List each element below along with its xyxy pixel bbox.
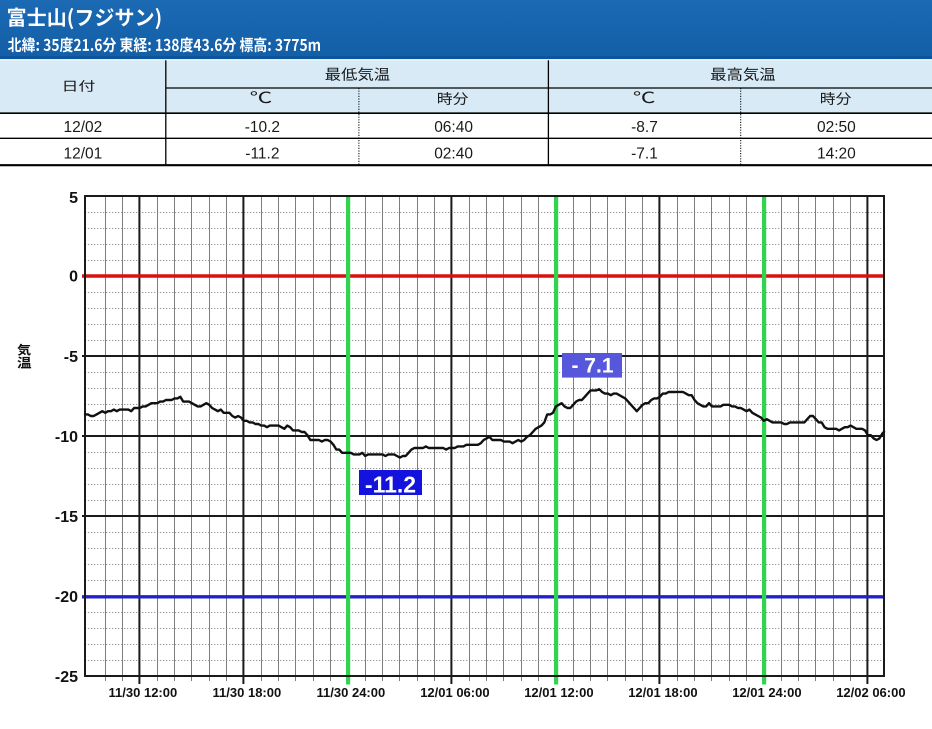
svg-text:-10: -10	[55, 429, 78, 446]
svg-text:12/01: 12/01	[64, 145, 103, 162]
svg-text:-5: -5	[64, 349, 78, 366]
svg-text:-20: -20	[55, 589, 78, 606]
svg-text:0: 0	[69, 268, 78, 285]
svg-text:-8.7: -8.7	[631, 119, 658, 136]
svg-text:02:50: 02:50	[817, 119, 856, 136]
svg-text:12/01 18:00: 12/01 18:00	[628, 685, 697, 700]
svg-text:-11.2: -11.2	[365, 471, 416, 497]
svg-text:-11.2: -11.2	[245, 145, 279, 162]
svg-text:11/30 24:00: 11/30 24:00	[317, 685, 386, 700]
svg-text:12/02 06:00: 12/02 06:00	[836, 685, 905, 700]
svg-text:12/01 24:00: 12/01 24:00	[732, 685, 801, 700]
svg-text:12/01 12:00: 12/01 12:00	[524, 685, 593, 700]
svg-text:-10.2: -10.2	[245, 119, 280, 136]
svg-text:14:20: 14:20	[817, 145, 856, 162]
svg-text:06:40: 06:40	[434, 119, 473, 136]
svg-text:12/01 06:00: 12/01 06:00	[420, 685, 489, 700]
svg-text:-15: -15	[55, 509, 78, 526]
svg-text:-7.1: -7.1	[631, 145, 658, 162]
svg-text:- 7.1: - 7.1	[571, 354, 613, 377]
svg-text:-25: -25	[55, 669, 78, 686]
svg-text:11/30 18:00: 11/30 18:00	[213, 685, 282, 700]
svg-text:12/02: 12/02	[64, 119, 103, 136]
svg-text:02:40: 02:40	[434, 145, 473, 162]
svg-text:5: 5	[69, 190, 78, 207]
svg-text:11/30 12:00: 11/30 12:00	[109, 685, 178, 700]
